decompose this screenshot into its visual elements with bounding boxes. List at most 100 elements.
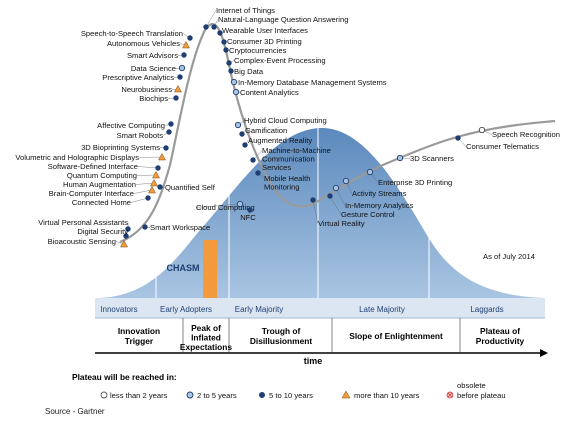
label-gesture-control: Gesture Control: [341, 210, 395, 219]
leader-quantum-computing: [136, 174, 157, 176]
label-3d-bioprinting-systems: 3D Bioprinting Systems: [81, 143, 160, 152]
marker-in-memory-database-management-systems: [230, 78, 238, 86]
adopter-band: [95, 298, 545, 318]
legend: Plateau will be reached in: less than 2 …: [72, 372, 506, 400]
marker-speech-to-speech-translation: [187, 35, 193, 41]
marker-cryptocurrencies: [223, 47, 229, 53]
legend-5to10-icon: [259, 392, 265, 398]
label-biochips: Biochips: [139, 94, 168, 103]
marker-hybrid-cloud-computing: [234, 121, 242, 129]
label-prescriptive-analytics: Prescriptive Analytics: [102, 73, 174, 82]
marker-prescriptive-analytics: [177, 74, 183, 80]
legend-gt10: more than 10 years: [354, 391, 420, 400]
label-digital-security: Digital Security: [77, 227, 128, 236]
leader-software-defined-interface: [137, 166, 159, 169]
adopter-innovators: Innovators: [100, 305, 137, 314]
adopter-dividers: [155, 128, 430, 298]
label-hybrid-cloud-computing: Hybrid Cloud Computing: [244, 116, 327, 125]
marker-enterprise-3d-printing: [366, 168, 374, 176]
label-machine-to-machine-communication-services: Machine-to-Machine Communication Services: [262, 146, 331, 172]
label-big-data: Big Data: [234, 67, 264, 76]
label-neurobusiness: Neurobusiness: [121, 85, 172, 94]
label-bioacoustic-sensing: Bioacoustic Sensing: [48, 237, 116, 246]
adopter-early-adopters: Early Adopters: [160, 305, 212, 314]
marker-neurobusiness: [174, 84, 182, 93]
marker-brain-computer-interface: [148, 185, 156, 194]
label-nfc: NFC: [240, 213, 256, 222]
label-cryptocurrencies: Cryptocurrencies: [229, 46, 287, 55]
marker-consumer-3d-printing: [221, 39, 227, 45]
leader-virtual-reality: [312, 199, 319, 224]
source-note: Source - Gartner: [45, 407, 105, 416]
marker-smart-robots: [166, 129, 172, 135]
label-content-analytics: Content Analytics: [240, 88, 299, 97]
marker-volumetric-and-holographic-displays: [158, 152, 166, 161]
marker-gamification: [239, 131, 245, 137]
legend-obsolete: obsolete: [457, 381, 486, 390]
marker-connected-home: [145, 195, 151, 201]
marker-gesture-control: [327, 193, 333, 199]
label-quantum-computing: Quantum Computing: [67, 171, 137, 180]
label-activity-streams: Activity Streams: [352, 189, 407, 198]
marker-smart-workspace: [142, 224, 148, 230]
marker-smart-advisors: [181, 52, 187, 58]
leader-volumetric-and-holographic-displays: [138, 156, 163, 158]
phase-peak: Peak of Inflated Expectations: [180, 323, 232, 352]
legend-2to5-icon: [186, 391, 194, 399]
legend-obsolete-2: before plateau: [457, 391, 506, 400]
legend-lt2-icon: [100, 391, 108, 399]
time-axis-arrow: [540, 349, 548, 357]
marker-digital-security: [123, 233, 129, 239]
label-virtual-reality: Virtual Reality: [318, 219, 365, 228]
marker-quantum-computing: [152, 170, 160, 179]
phase-slope: Slope of Enlightenment: [349, 331, 443, 341]
marker-in-memory-analytics: [332, 184, 340, 192]
legend-gt10-icon: [341, 390, 351, 399]
marker-mobile-health-monitoring: [255, 170, 261, 176]
label-autonomous-vehicles: Autonomous Vehicles: [107, 39, 180, 48]
label-smart-advisors: Smart Advisors: [127, 51, 178, 60]
time-axis-label: time: [304, 356, 323, 366]
label-volumetric-and-holographic-displays: Volumetric and Holographic Displays: [15, 153, 139, 162]
marker-bioacoustic-sensing: [120, 239, 128, 248]
adopter-early-majority: Early Majority: [235, 305, 283, 314]
label-speech-recognition: Speech Recognition: [492, 130, 560, 139]
leader-human-augmentation: [135, 182, 155, 185]
legend-5to10: 5 to 10 years: [269, 391, 313, 400]
marker-nfc: [247, 207, 253, 213]
label-software-defined-interface: Software-Defined Interface: [48, 162, 138, 171]
marker-internet-of-things: [203, 24, 209, 30]
label-cloud-computing: Cloud Computing: [196, 203, 255, 212]
label-affective-computing: Affective Computing: [97, 121, 165, 130]
legend-2to5: 2 to 5 years: [197, 391, 237, 400]
marker-big-data: [228, 68, 234, 74]
leader-gesture-control: [329, 195, 342, 215]
marker-content-analytics: [232, 88, 240, 96]
marker-virtual-personal-assistants: [125, 226, 131, 232]
marker-quantified-self: [157, 184, 163, 190]
label-complex-event-processing: Complex-Event Processing: [234, 56, 326, 65]
marker-activity-streams: [342, 177, 350, 185]
label-speech-to-speech-translation: Speech-to-Speech Translation: [81, 29, 183, 38]
label-gamification: Gamification: [245, 126, 287, 135]
label-data-science: Data Science: [131, 64, 176, 73]
legend-lt2: less than 2 years: [110, 391, 168, 400]
label-smart-robots: Smart Robots: [117, 131, 164, 140]
hype-curve: [119, 23, 556, 244]
chasm-band: [203, 240, 217, 298]
marker-biochips: [173, 95, 179, 101]
marker-speech-recognition: [478, 126, 486, 134]
leader-cloud-computing: [195, 203, 241, 208]
label-virtual-personal-assistants: Virtual Personal Assistants: [38, 218, 128, 227]
marker-virtual-reality: [310, 197, 316, 203]
label-connected-home: Connected Home: [72, 198, 131, 207]
marker-consumer-telematics: [455, 135, 461, 141]
marker-human-augmentation: [150, 178, 158, 187]
phase-plateau: Plateau of Productivity: [476, 326, 525, 346]
label-natural-language-question-answering: Natural-Language Question Answering: [218, 15, 348, 24]
marker-natural-language-question-answering: [211, 24, 217, 30]
marker-wearable-user-interfaces: [217, 30, 223, 36]
label-wearable-user-interfaces: Wearable User Interfaces: [222, 26, 308, 35]
